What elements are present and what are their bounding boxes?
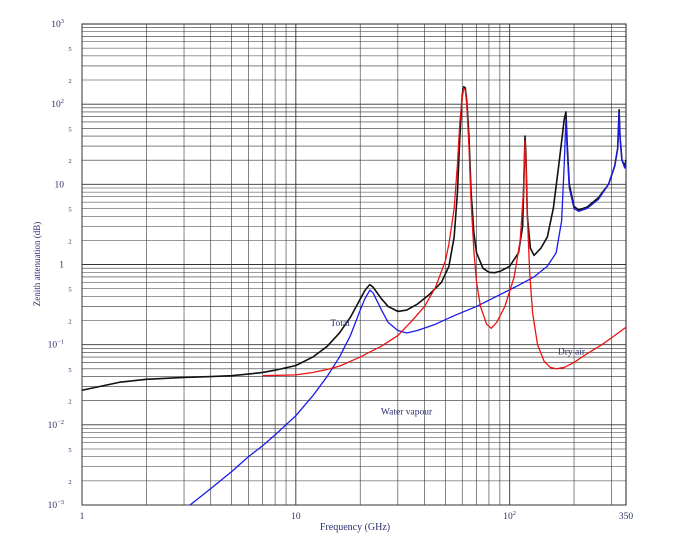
- y-tick-label: 10−2: [48, 419, 64, 431]
- y-tick-label: 1: [59, 261, 64, 271]
- y-axis-title: Zenith attenuation (dB): [32, 221, 42, 307]
- axis-ticks: 1 10 102 350 10−3 10−2 10−1 1 10 102 103 2 5 2 5 2 5 2 5 2 5…: [48, 18, 634, 522]
- annotation-label: Water vapour: [381, 407, 433, 417]
- y-minor-tick-label: 5: [68, 126, 71, 133]
- x-tick-label: 102: [503, 510, 516, 522]
- series-line-dry-air: [262, 87, 627, 377]
- y-minor-tick-label: 5: [68, 287, 71, 294]
- y-minor-tick-label: 2: [68, 319, 71, 326]
- y-tick-label: 10−3: [48, 499, 64, 511]
- annotation-label: Dry air: [558, 348, 586, 358]
- x-axis-title: Frequency (GHz): [319, 522, 391, 533]
- grid: [81, 24, 626, 506]
- y-tick-label: 102: [51, 98, 64, 110]
- y-minor-tick-label: 5: [68, 206, 71, 213]
- series-group: [81, 85, 627, 506]
- y-tick-label: 10−1: [48, 339, 64, 351]
- series-line-water-vapour: [189, 111, 627, 506]
- y-tick-label: 103: [51, 18, 64, 30]
- annotations: Total Water vapour Dry air: [330, 319, 586, 417]
- x-tick-label: 1: [80, 512, 85, 522]
- y-minor-tick-label: 2: [68, 479, 71, 486]
- y-minor-tick-label: 5: [68, 447, 71, 454]
- y-minor-tick-label: 5: [68, 367, 71, 374]
- y-minor-tick-label: 2: [68, 158, 71, 165]
- y-minor-tick-label: 2: [68, 399, 71, 406]
- y-minor-tick-label: 5: [68, 46, 71, 53]
- x-tick-label: 10: [291, 512, 301, 522]
- x-tick-label: 350: [619, 512, 634, 522]
- y-minor-tick-label: 2: [68, 78, 71, 85]
- annotation-label: Total: [330, 319, 350, 329]
- y-minor-tick-label: 2: [68, 238, 71, 245]
- y-tick-label: 10: [55, 180, 65, 190]
